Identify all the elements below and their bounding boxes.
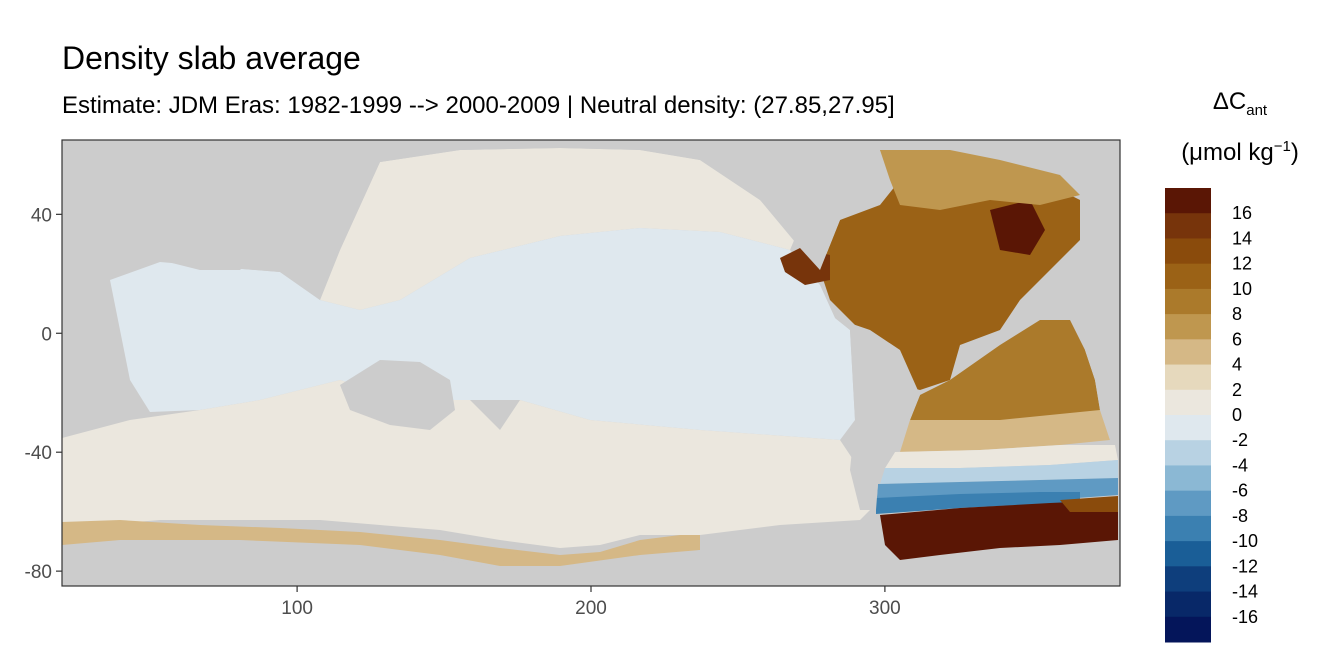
colorbar-bin <box>1165 288 1211 315</box>
colorbar-label: 6 <box>1232 329 1242 349</box>
land-australia <box>340 360 455 430</box>
colorbar-label: -14 <box>1232 582 1258 602</box>
land-asia-america-north <box>62 140 1120 300</box>
legend-symbol: ΔC <box>1212 88 1247 115</box>
land-east-africa <box>1085 330 1120 445</box>
region-front-light-blue <box>880 460 1118 484</box>
colorbar: 16 14 12 10 8 6 4 2 0 -2 -4 -6 -8 -10 -12 -14 -16 <box>1165 188 1258 643</box>
colorbar-bin <box>1165 339 1211 366</box>
antarctica-land <box>62 532 880 586</box>
x-tick-label: 200 <box>575 598 607 619</box>
legend-title-symbol: ΔCant <box>1150 88 1330 119</box>
region-weddell <box>880 500 1118 560</box>
colorbar-bin <box>1165 490 1211 517</box>
x-tick-label: 100 <box>281 598 313 619</box>
x-axis: 100 200 300 <box>281 586 901 619</box>
colorbar-label: -6 <box>1232 481 1248 501</box>
colorbar-label: 0 <box>1232 405 1242 425</box>
colorbar-label: 10 <box>1232 279 1252 299</box>
colorbar-bin <box>1165 364 1211 391</box>
colorbar-bin <box>1165 591 1211 618</box>
region-north-atlantic-top <box>880 148 1080 210</box>
colorbar-bin <box>1165 263 1211 290</box>
y-axis: 40 0 -40 -80 <box>25 205 62 583</box>
region-southern-band <box>62 380 870 548</box>
region-dark-patch-ne <box>990 200 1045 255</box>
colorbar-bin <box>1165 566 1211 593</box>
region-antarctic-margin <box>62 520 700 566</box>
colorbar-label: -10 <box>1232 531 1258 551</box>
y-tick-label: -80 <box>25 562 52 583</box>
region-south-atlantic-light <box>900 410 1110 452</box>
colorbar-bin <box>1165 515 1211 542</box>
map-subtitle: Estimate: JDM Eras: 1982-1999 --> 2000-2… <box>62 92 895 119</box>
colorbar-bin <box>1165 465 1211 492</box>
colorbar-bin <box>1165 541 1211 567</box>
land-south-america <box>835 318 920 510</box>
region-front-dark-blue <box>876 492 1080 514</box>
colorbar-bin <box>1165 213 1211 239</box>
legend-unit-open: (μmol kg <box>1181 139 1274 166</box>
colorbar-bin <box>1165 389 1211 416</box>
colorbar-bin <box>1165 238 1211 265</box>
colorbar-label: 4 <box>1232 355 1242 375</box>
colorbar-label: 12 <box>1232 254 1252 274</box>
colorbar-label: -12 <box>1232 556 1258 576</box>
colorbar-label: 2 <box>1232 380 1242 400</box>
region-south-atlantic-pale <box>885 445 1118 468</box>
x-tick-label: 300 <box>869 598 901 619</box>
colorbar-label: -16 <box>1232 607 1258 627</box>
colorbar-bin <box>1165 440 1211 466</box>
y-tick-label: 0 <box>41 324 52 345</box>
y-tick-label: 40 <box>31 205 52 226</box>
colorbar-label: -4 <box>1232 455 1248 475</box>
colorbar-label: 8 <box>1232 304 1242 324</box>
legend-unit-close: ) <box>1290 139 1299 166</box>
map-title: Density slab average <box>62 40 361 76</box>
colorbar-bin <box>1165 415 1211 441</box>
colorbar-label: -2 <box>1232 430 1248 450</box>
legend-unit-exponent: −1 <box>1273 138 1291 155</box>
legend-subscript: ant <box>1246 101 1268 119</box>
region-tropical-pacific <box>110 228 855 440</box>
colorbar-label: -8 <box>1232 506 1248 526</box>
colorbar-label: 16 <box>1232 203 1252 223</box>
legend-title-unit: (μmol kg−1) <box>1150 138 1330 167</box>
colorbar-bin <box>1165 314 1211 340</box>
region-south-atlantic <box>910 320 1100 425</box>
region-north-pacific <box>320 148 800 310</box>
region-weddell-edge <box>1060 496 1118 512</box>
colorbar-bin <box>1165 616 1211 643</box>
colorbar-label: 14 <box>1232 228 1252 248</box>
colorbar-bin <box>1165 188 1211 214</box>
y-tick-label: -40 <box>25 443 52 464</box>
